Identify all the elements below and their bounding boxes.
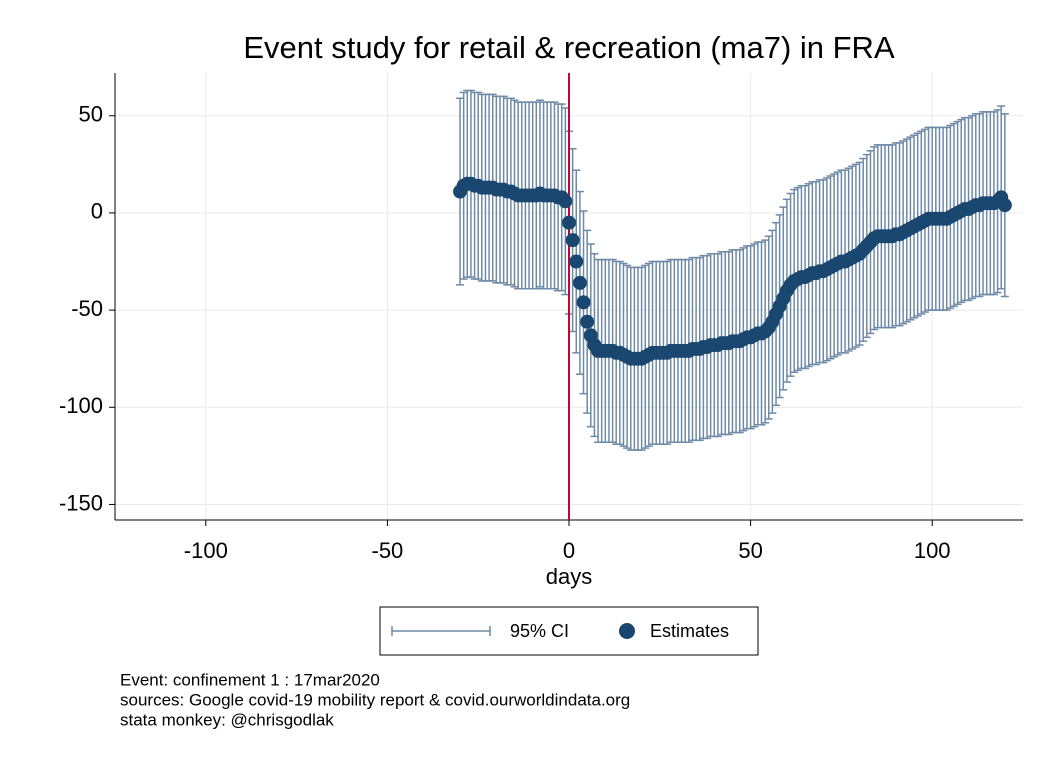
point [565, 233, 580, 248]
legend-box [379, 606, 759, 656]
legend-swatch [619, 623, 635, 639]
note: sources: Google covid-19 mobility report… [120, 690, 630, 709]
note: stata monkey: @chrisgodlak [120, 710, 334, 729]
point [580, 314, 595, 329]
x-tick-label: -100 [184, 538, 228, 563]
chart-title: Event study for retail & recreation (ma7… [243, 30, 895, 65]
note: Event: confinement 1 : 17mar2020 [120, 670, 380, 689]
point [562, 215, 576, 230]
point [997, 198, 1012, 213]
point [558, 194, 573, 209]
x-axis-label: days [546, 564, 592, 589]
x-tick-label: 100 [914, 538, 951, 563]
y-tick-label: 50 [79, 102, 103, 127]
x-tick-label: 50 [738, 538, 762, 563]
y-tick-label: -150 [59, 490, 103, 515]
x-tick-label: 0 [563, 538, 575, 563]
point [569, 254, 584, 269]
legend-label: 95% CI [510, 621, 569, 641]
legend-label: Estimates [650, 621, 729, 641]
y-tick-label: -100 [59, 393, 103, 418]
x-tick-label: -50 [372, 538, 404, 563]
point [576, 295, 591, 310]
y-tick-label: -50 [71, 296, 103, 321]
point [572, 275, 587, 290]
y-tick-label: 0 [91, 199, 103, 224]
